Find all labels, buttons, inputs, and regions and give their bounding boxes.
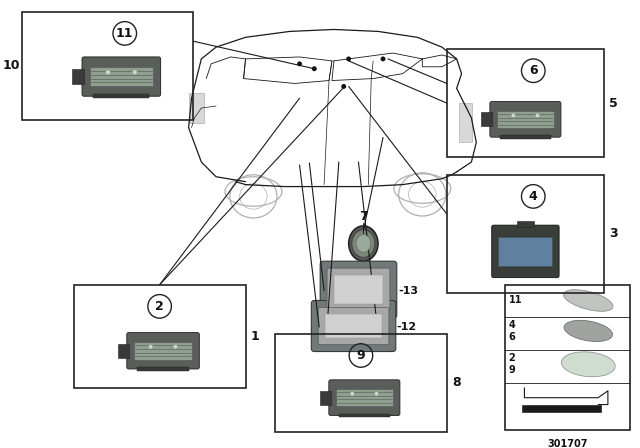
FancyBboxPatch shape	[327, 268, 390, 311]
Text: -13: -13	[399, 286, 419, 296]
FancyBboxPatch shape	[329, 380, 400, 416]
FancyBboxPatch shape	[72, 69, 84, 85]
Circle shape	[346, 56, 351, 61]
Text: 3: 3	[609, 227, 618, 240]
FancyBboxPatch shape	[311, 301, 396, 352]
FancyBboxPatch shape	[127, 332, 199, 369]
Text: 4: 4	[509, 320, 515, 330]
Text: 7: 7	[359, 210, 368, 223]
FancyBboxPatch shape	[492, 225, 559, 278]
Circle shape	[297, 61, 302, 66]
FancyBboxPatch shape	[118, 344, 129, 358]
Text: 2: 2	[509, 353, 515, 363]
FancyBboxPatch shape	[336, 389, 392, 406]
Circle shape	[173, 345, 178, 349]
Text: 8: 8	[452, 376, 460, 389]
Text: 1: 1	[250, 330, 259, 343]
FancyBboxPatch shape	[320, 261, 397, 318]
Circle shape	[350, 392, 355, 396]
Circle shape	[381, 56, 385, 61]
Text: 301707: 301707	[547, 439, 588, 448]
FancyBboxPatch shape	[90, 67, 153, 86]
FancyBboxPatch shape	[325, 314, 382, 338]
FancyBboxPatch shape	[134, 342, 192, 360]
Circle shape	[511, 113, 516, 118]
FancyBboxPatch shape	[497, 111, 554, 128]
Circle shape	[535, 113, 540, 118]
Text: 9: 9	[356, 349, 365, 362]
FancyBboxPatch shape	[334, 275, 383, 304]
Ellipse shape	[349, 226, 378, 261]
Text: 9: 9	[509, 365, 515, 375]
Text: 2: 2	[156, 300, 164, 313]
Ellipse shape	[356, 235, 371, 252]
Circle shape	[148, 345, 153, 349]
FancyBboxPatch shape	[93, 94, 149, 98]
Ellipse shape	[563, 290, 613, 311]
Circle shape	[341, 84, 346, 89]
Circle shape	[106, 70, 110, 75]
FancyBboxPatch shape	[138, 367, 189, 370]
Ellipse shape	[561, 352, 615, 377]
FancyBboxPatch shape	[189, 93, 204, 123]
Circle shape	[132, 70, 137, 75]
Text: -12: -12	[397, 322, 417, 332]
Ellipse shape	[564, 320, 612, 341]
FancyBboxPatch shape	[459, 103, 472, 142]
Text: 11: 11	[116, 27, 134, 40]
FancyBboxPatch shape	[490, 101, 561, 137]
Text: 4: 4	[529, 190, 538, 203]
FancyBboxPatch shape	[82, 57, 161, 96]
Text: 11: 11	[509, 296, 522, 306]
Text: 10: 10	[2, 59, 20, 72]
FancyBboxPatch shape	[522, 405, 601, 413]
FancyBboxPatch shape	[339, 414, 390, 417]
Text: 6: 6	[509, 332, 515, 342]
FancyBboxPatch shape	[318, 307, 389, 345]
FancyBboxPatch shape	[517, 220, 534, 227]
FancyBboxPatch shape	[499, 237, 552, 266]
Text: 6: 6	[529, 64, 538, 77]
Text: 5: 5	[609, 97, 618, 110]
FancyBboxPatch shape	[481, 112, 492, 126]
FancyBboxPatch shape	[320, 391, 331, 405]
Ellipse shape	[352, 230, 375, 257]
Circle shape	[312, 66, 317, 71]
FancyBboxPatch shape	[500, 135, 550, 139]
Circle shape	[374, 392, 379, 396]
